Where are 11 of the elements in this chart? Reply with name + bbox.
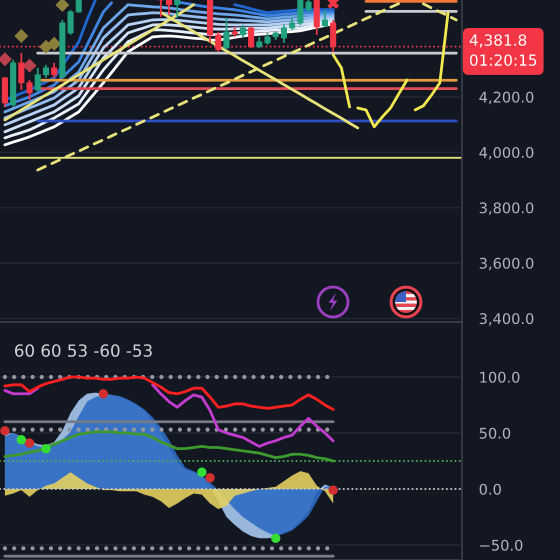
text: 60 60 53 -60 -53	[15, 344, 152, 357]
y-tick-label: 4,200.0	[479, 92, 534, 104]
ref-line-label: 4,381.8 01:20:15	[470, 34, 536, 66]
y-tick-label: 4,000.0	[479, 146, 534, 160]
y-tick-label: 50.0	[480, 428, 510, 439]
y-tick-label: 3,800.0	[480, 202, 534, 215]
y-tick-label: 100.0	[480, 372, 520, 383]
y-tick-label: 3,600.0	[480, 258, 534, 270]
y-tick-label: 0.0	[480, 484, 501, 495]
y-tick-label: −50.0	[480, 540, 522, 551]
y-tick-label: 3,400.0	[480, 313, 534, 326]
